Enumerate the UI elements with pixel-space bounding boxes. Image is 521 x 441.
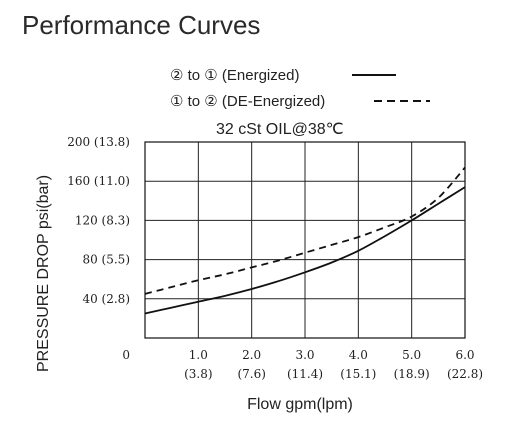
y-tick-label: 160 (11.0)	[67, 174, 130, 188]
x-tick-label: 6.0	[455, 348, 474, 362]
series-line-de-energized	[144, 166, 466, 295]
y-tick-label: 40 (2.8)	[82, 292, 130, 306]
y-tick-label: 200 (13.8)	[67, 135, 130, 149]
y-tick-label: 120 (8.3)	[75, 213, 130, 227]
chart-title: Performance Curves	[22, 10, 261, 40]
x-tick-label: 4.0	[349, 348, 368, 362]
x-tick-label-metric: (7.6)	[237, 367, 265, 381]
x-tick-label-metric: (11.4)	[287, 367, 323, 381]
y-axis-title: PRESSURE DROP psi(bar)	[35, 175, 52, 372]
series-lines	[144, 166, 466, 315]
x-tick-label: 3.0	[295, 348, 314, 362]
legend-label-energized: ② to ① (Energized)	[170, 67, 299, 84]
y-tick-label: 0	[122, 348, 130, 362]
x-tick-label-metric: (18.9)	[394, 367, 430, 381]
legend: ② to ① (Energized) ① to ② (DE-Energized)	[170, 67, 430, 110]
x-tick-label-metric: (3.8)	[184, 367, 212, 381]
x-tick-label: 2.0	[242, 348, 261, 362]
x-tick-label: 1.0	[189, 348, 208, 362]
condition-label: 32 cSt OIL@38℃	[216, 121, 344, 138]
legend-label-de-energized: ① to ② (DE-Energized)	[170, 93, 325, 110]
tick-labels: 1.0 (3.8) 2.0 (7.6) 3.0 (11.4) 4.0 (15.1) 5.0 (18…	[67, 135, 483, 381]
x-tick-label-metric: (22.8)	[447, 367, 483, 381]
y-tick-label: 80 (5.5)	[82, 253, 130, 267]
x-tick-label-metric: (15.1)	[340, 367, 376, 381]
grid	[145, 142, 465, 338]
x-tick-label: 5.0	[402, 348, 421, 362]
plot-frame	[144, 141, 466, 339]
x-axis-title: Flow gpm(lpm)	[247, 396, 353, 413]
series-line-energized	[144, 186, 466, 315]
